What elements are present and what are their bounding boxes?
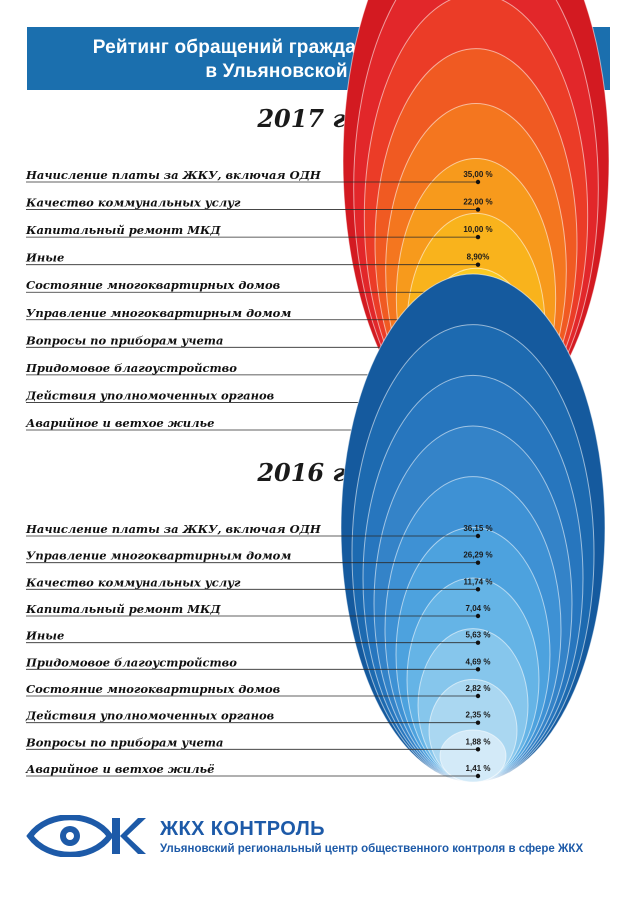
category-label: Качество коммунальных услуг	[25, 575, 241, 589]
leader-dot	[475, 613, 481, 619]
category-label: Иные	[25, 251, 64, 265]
category-label: Состояние многоквартирных домов	[26, 682, 281, 696]
value-label: 4,69 %	[466, 657, 491, 666]
value-label: 36,15 %	[463, 524, 492, 533]
value-label: 5,63 %	[466, 631, 491, 640]
leader-dot	[475, 207, 481, 212]
leader-dot	[475, 667, 481, 672]
value-label: 22,00 %	[463, 198, 492, 207]
value-label: 1,88 %	[466, 737, 491, 746]
category-label: Состояние многоквартирных домов	[26, 278, 281, 292]
leader-dot	[475, 693, 481, 699]
value-label: 1,41 %	[466, 764, 491, 773]
chart-1: Начисление платы за ЖКУ, включая ОДН 36,1…	[25, 273, 606, 783]
category-label: Аварийное и ветхое жильё	[25, 762, 214, 776]
leader-dot	[475, 587, 481, 592]
category-label: Начисление платы за ЖКУ, включая ОДН	[25, 168, 322, 182]
category-label: Вопросы по приборам учета	[25, 333, 223, 347]
leader-dot	[475, 747, 481, 752]
value-label: 11,74 %	[464, 577, 493, 586]
leader-dot	[475, 640, 481, 645]
value-label: 2,35 %	[466, 711, 491, 720]
category-label: Начисление платы за ЖКУ, включая ОДН	[25, 522, 322, 536]
leader-dot	[475, 773, 481, 779]
leader-dot	[475, 234, 481, 240]
category-label: Управление многоквартирным домом	[26, 306, 291, 320]
category-label: Качество коммунальных услуг	[25, 196, 241, 210]
category-label: Действия уполномоченных органов	[25, 388, 275, 402]
category-label: Аварийное и ветхое жилье	[25, 416, 214, 430]
category-label: Действия уполномоченных органов	[25, 709, 275, 723]
category-label: Капитальный ремонт МКД	[25, 223, 221, 237]
category-label: Капитальный ремонт МКД	[25, 602, 221, 616]
brand-name: ЖКХ КОНТРОЛЬ	[160, 818, 325, 840]
value-label: 2,82 %	[466, 684, 491, 693]
leader-dot	[475, 179, 481, 185]
leader-dot	[475, 262, 481, 267]
eye-k-logo-icon	[26, 815, 146, 857]
ring-10	[439, 729, 507, 783]
value-label: 7,04 %	[466, 604, 491, 613]
leader-dot	[475, 533, 481, 539]
brand-subtitle: Ульяновский региональный центр обществен…	[160, 843, 584, 855]
category-label: Придомовое благоустройство	[25, 361, 237, 375]
value-label: 8,90%	[467, 253, 490, 262]
category-label: Иные	[25, 629, 64, 643]
value-label: 10,00 %	[463, 225, 492, 234]
value-label: 26,29 %	[463, 551, 492, 560]
category-label: Придомовое благоустройство	[25, 655, 237, 669]
category-label: Управление многоквартирным домом	[26, 549, 291, 563]
category-label: Вопросы по приборам учета	[25, 735, 223, 749]
leader-dot	[475, 720, 481, 725]
leader-dot	[475, 560, 481, 565]
value-label: 35,00 %	[463, 170, 492, 179]
